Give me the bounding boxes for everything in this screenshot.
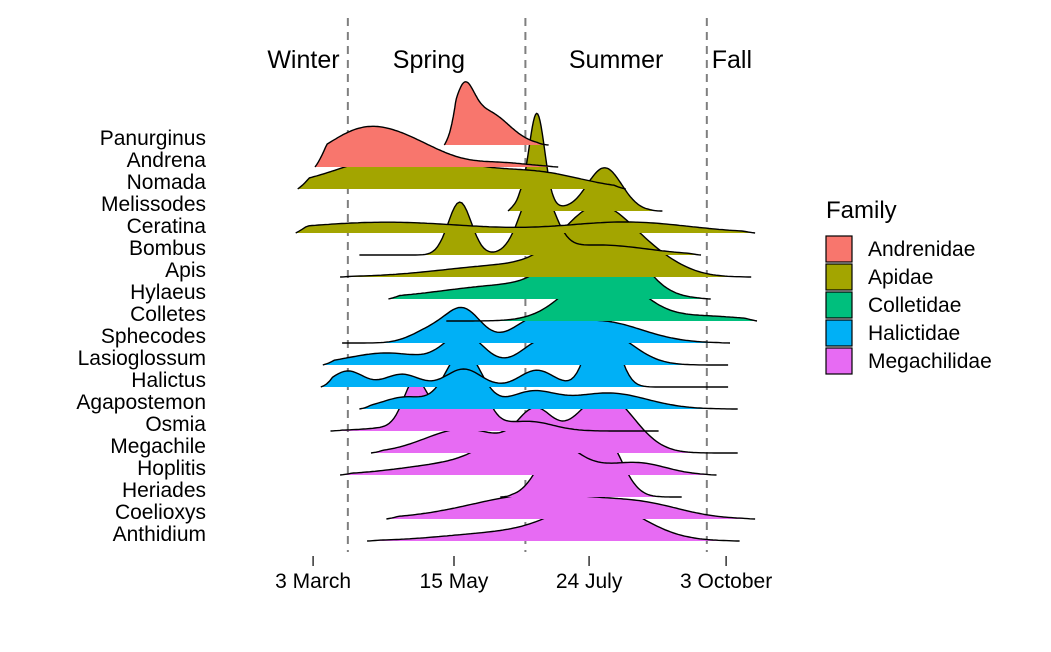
x-tick-label: 15 May <box>420 570 489 593</box>
ridge-fill-megachile <box>371 395 738 453</box>
y-label-hylaeus: Hylaeus <box>130 281 206 304</box>
y-label-andrena: Andrena <box>127 149 207 172</box>
x-tick-label: 24 July <box>556 570 623 593</box>
ridgeline-plot-area <box>295 81 758 542</box>
ridge-fill-agapostemon <box>359 350 738 409</box>
y-label-osmia: Osmia <box>145 413 206 436</box>
ridge-fill-melissodes <box>508 113 663 211</box>
y-label-sphecodes: Sphecodes <box>101 325 206 348</box>
ridge-fill-halictus <box>320 307 729 387</box>
y-label-nomada: Nomada <box>127 171 207 194</box>
y-label-anthidium: Anthidium <box>113 523 206 546</box>
ridge-outline-agapostemon <box>359 349 738 410</box>
season-label-spring: Spring <box>393 46 465 74</box>
ridge-fill-osmia <box>330 345 659 431</box>
legend-swatch-apidae <box>825 263 853 291</box>
y-label-apis: Apis <box>165 259 206 282</box>
legend-label-colletidae: Colletidae <box>868 294 961 317</box>
legend-swatch-andrenidae <box>825 235 853 263</box>
y-label-ceratina: Ceratina <box>127 215 207 238</box>
legend: Family Andrenidae Apidae Colletidae Halicti… <box>825 197 992 375</box>
legend-title: Family <box>826 197 897 224</box>
y-label-panurginus: Panurginus <box>100 127 206 150</box>
y-label-agapostemon: Agapostemon <box>76 391 206 414</box>
ridge-outline-panurginus <box>443 81 549 146</box>
ridge-fill-anthidium <box>367 501 740 541</box>
legend-label-apidae: Apidae <box>868 266 933 289</box>
ridge-outline-osmia <box>330 344 659 432</box>
legend-swatch-colletidae <box>825 291 853 319</box>
legend-label-andrenidae: Andrenidae <box>868 238 975 261</box>
ridge-outline-andrena <box>314 125 559 168</box>
y-label-bombus: Bombus <box>129 237 206 260</box>
y-axis-labels: PanurginusAndrenaNomadaMelissodesCeratin… <box>76 127 206 546</box>
y-label-melissodes: Melissodes <box>101 193 206 216</box>
x-tick-label: 3 October <box>680 570 772 593</box>
y-label-halictus: Halictus <box>131 369 206 392</box>
ridge-outline-ceratina <box>295 221 756 234</box>
ridge-outline-megachile <box>370 394 738 454</box>
y-label-lasioglossum: Lasioglossum <box>78 347 206 370</box>
season-labels: Winter Spring Summer Fall <box>267 46 752 74</box>
y-label-megachile: Megachile <box>110 435 206 458</box>
ridge-fill-bombus <box>359 181 701 255</box>
season-label-summer: Summer <box>569 46 663 74</box>
ridge-outline-lasioglossum <box>322 330 729 366</box>
ridge-fill-andrena <box>315 126 559 167</box>
legend-swatch-halictidae <box>825 319 853 347</box>
y-label-coelioxys: Coelioxys <box>115 501 206 524</box>
y-label-colletes: Colletes <box>130 303 206 326</box>
season-label-winter: Winter <box>267 46 339 74</box>
y-label-hoplitis: Hoplitis <box>137 457 206 480</box>
ridge-fill-coelioxys <box>386 493 756 519</box>
ridge-fill-apis <box>340 205 752 277</box>
legend-swatch-megachilidae <box>825 347 853 375</box>
legend-label-halictidae: Halictidae <box>868 322 960 345</box>
x-tick-label: 3 March <box>275 570 351 593</box>
x-axis: 3 March 15 May 24 July 3 October <box>275 556 772 593</box>
season-label-fall: Fall <box>712 46 752 74</box>
ridge-fill-sphecodes <box>342 307 730 343</box>
ridge-fill-panurginus <box>444 81 549 145</box>
ridge-outline-halictus <box>320 306 729 388</box>
legend-label-megachilidae: Megachilidae <box>868 350 992 373</box>
y-label-heriades: Heriades <box>122 479 206 502</box>
legend-items: Andrenidae Apidae Colletidae Halictidae Mega… <box>825 235 992 375</box>
